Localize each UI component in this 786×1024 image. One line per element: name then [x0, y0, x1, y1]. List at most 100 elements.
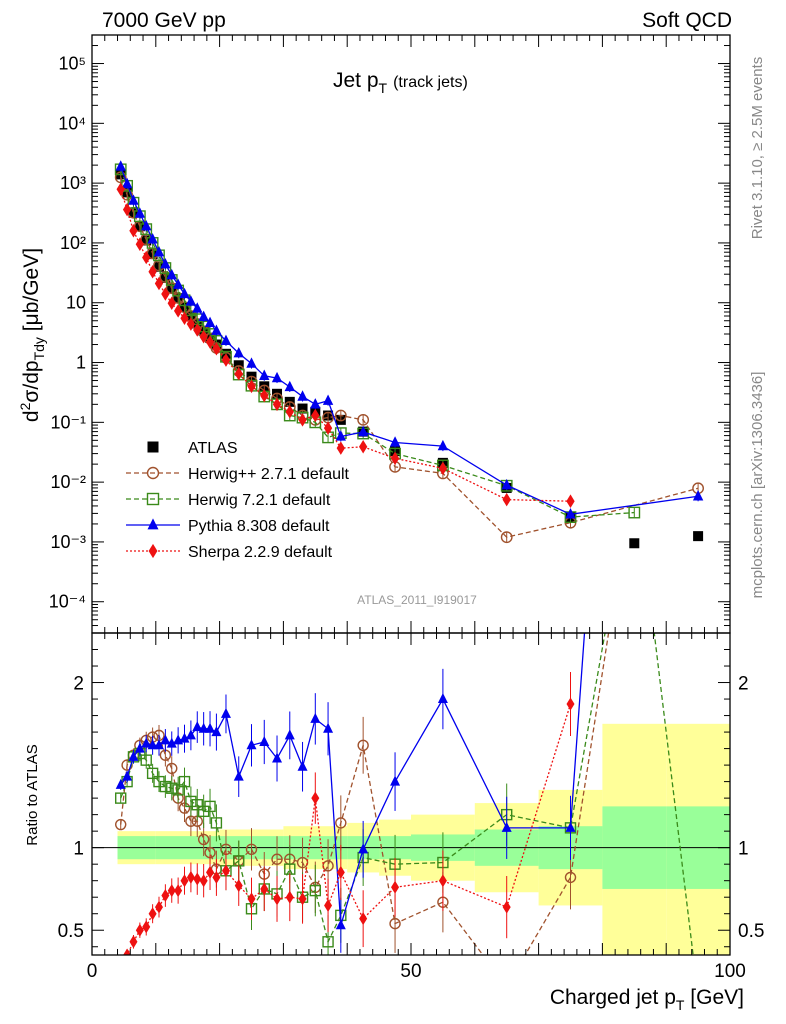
y-tick-label: 10⁴ — [58, 113, 86, 133]
ratio-point — [629, 463, 639, 473]
ratio-y-tick-label: 2 — [73, 674, 84, 695]
data-point — [129, 223, 138, 238]
data-point — [311, 408, 320, 423]
ratio-point — [260, 882, 269, 896]
data-point — [259, 369, 270, 380]
ratio-point — [245, 843, 258, 856]
ratio-point — [629, 463, 639, 473]
data-point — [193, 323, 202, 337]
ratio-point — [159, 780, 172, 793]
ratio-point — [358, 843, 369, 854]
ratio-point — [115, 792, 127, 804]
y-axis-label-main: d2σ/dpTdy [μb/GeV] — [17, 248, 47, 422]
ratio-point — [247, 892, 256, 906]
legend-label: Herwig 7.2.1 default — [188, 492, 331, 509]
data-point — [115, 160, 126, 171]
ratio-point — [233, 770, 244, 781]
ratio-point — [501, 821, 512, 832]
ratio-point — [178, 775, 191, 788]
main-series — [114, 160, 704, 549]
ratio-point — [166, 782, 178, 794]
data-point — [192, 302, 203, 313]
y-tick-label: 10² — [60, 233, 86, 253]
ratio-point — [220, 707, 231, 718]
x-tick-label: 50 — [400, 961, 421, 982]
data-point — [565, 508, 576, 519]
ratio-point — [324, 898, 333, 912]
ratio-point — [129, 935, 138, 949]
ratio-point — [309, 884, 321, 897]
ratio-point — [335, 817, 347, 829]
data-point — [179, 287, 190, 299]
y-tick-label: 10³ — [60, 173, 86, 193]
main-title-sub: T — [379, 80, 388, 96]
ratio-point — [210, 817, 223, 829]
data-point — [389, 436, 401, 447]
ratio-series — [115, 463, 694, 991]
data-point — [116, 182, 125, 197]
data-point — [500, 531, 513, 544]
data-point — [323, 421, 333, 435]
legend-marker — [146, 466, 160, 480]
y-tick-label: 10⁻⁴ — [49, 592, 86, 612]
ratio-point — [142, 920, 151, 934]
main-title-suffix: (track jets) — [393, 74, 468, 91]
ratio-point — [284, 729, 295, 740]
ratio-point — [179, 732, 190, 743]
data-point — [297, 390, 308, 401]
side-label-top: Rivet 3.1.10, ≥ 2.5M events — [749, 57, 766, 240]
ratio-point — [565, 821, 576, 832]
ratio-point — [134, 742, 145, 753]
ratio-point — [178, 802, 191, 814]
legend-marker — [147, 518, 159, 530]
ratio-point — [296, 856, 309, 869]
data-point — [172, 278, 184, 289]
ratio-point — [322, 860, 334, 872]
legend-marker — [147, 441, 159, 453]
ratio-point — [193, 872, 202, 886]
ratio-point — [566, 697, 575, 711]
series-line-main — [120, 169, 635, 518]
data-point — [437, 439, 449, 451]
data-point — [390, 451, 400, 466]
data-point — [234, 366, 243, 381]
ratio-point — [206, 865, 215, 879]
data-point — [160, 258, 171, 269]
x-tick-label: 100 — [714, 961, 746, 982]
legend-label: Pythia 8.308 default — [188, 518, 330, 535]
y-axis-label-ratio: Ratio to ATLAS — [24, 744, 41, 845]
ratio-point — [234, 879, 243, 893]
legend-label: Sherpa 2.2.9 default — [188, 544, 333, 561]
legend-marker — [146, 492, 160, 506]
ratio-point — [186, 870, 195, 884]
ratio-point — [389, 917, 401, 930]
ratio-y-tick-label: 0.5 — [738, 921, 764, 942]
ratio-point — [115, 778, 126, 789]
data-point — [322, 394, 334, 405]
ratio-point — [221, 864, 230, 878]
data-point — [148, 264, 157, 279]
ratio-y-tick-label: 2 — [738, 674, 749, 695]
data-point — [211, 324, 222, 335]
ratio-point — [297, 760, 308, 771]
ratio-point — [148, 907, 157, 921]
ratio-point — [191, 799, 203, 811]
data-point — [358, 440, 368, 454]
ratio-point — [199, 874, 208, 888]
ratio-point — [390, 775, 401, 786]
x-tick-label: 0 — [87, 961, 98, 982]
y-tick-label: 10 — [66, 293, 86, 313]
data-point — [161, 287, 170, 301]
ratio-point — [438, 874, 447, 888]
data-point — [180, 311, 189, 326]
ratio-point — [259, 735, 270, 746]
ratio-uncertainty-bands — [92, 723, 730, 955]
data-point — [205, 335, 215, 349]
data-point — [310, 398, 321, 409]
data-point — [128, 194, 139, 205]
ratio-y-tick-label: 1 — [738, 839, 749, 860]
ratio-point — [153, 739, 164, 750]
ratio-point — [502, 981, 512, 991]
ratio-point — [160, 734, 171, 745]
